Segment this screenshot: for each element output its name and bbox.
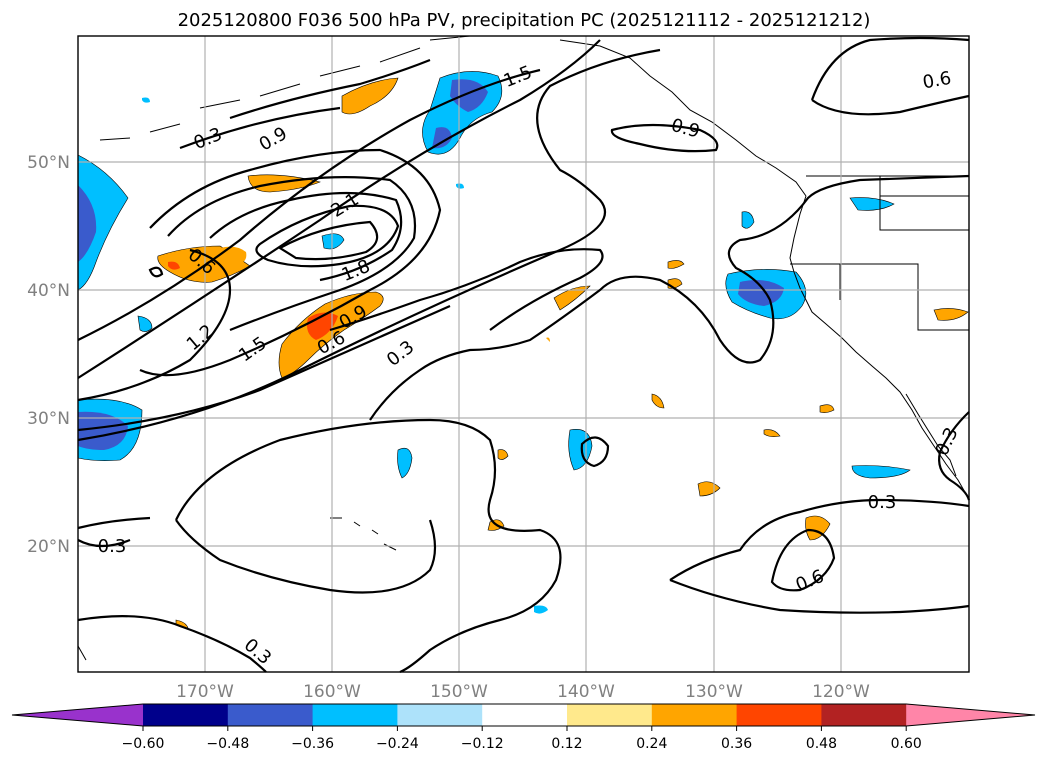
lon-label: 140°W xyxy=(557,682,615,702)
lon-label: 170°W xyxy=(176,682,234,702)
colorbar-tick-label: −0.12 xyxy=(461,736,504,752)
lat-label: 40°N xyxy=(27,281,70,301)
latitude-labels: 50°N 40°N 30°N 20°N xyxy=(27,153,70,557)
colorbar-segment xyxy=(143,704,229,726)
colorbar-tick-label: 0.12 xyxy=(551,736,582,752)
colorbar-segment xyxy=(821,704,907,726)
colorbar-tick-label: 0.48 xyxy=(806,736,837,752)
lat-label: 20°N xyxy=(27,537,70,557)
map-background xyxy=(78,36,969,672)
gridlines xyxy=(78,36,969,672)
contour-label: 0.3 xyxy=(98,536,127,557)
lon-label: 160°W xyxy=(303,682,361,702)
contour-label: 0.6 xyxy=(921,68,953,94)
longitude-labels: 170°W 160°W 150°W 140°W 130°W 120°W xyxy=(176,682,870,702)
lon-label: 130°W xyxy=(685,682,743,702)
colorbar-tick-label: −0.36 xyxy=(291,736,334,752)
figure-title: 2025120800 F036 500 hPa PV, precipitatio… xyxy=(178,10,871,31)
map-frame xyxy=(77,35,970,673)
colorbar-tick-label: 0.60 xyxy=(891,736,922,752)
lon-label: 120°W xyxy=(812,682,870,702)
lat-label: 50°N xyxy=(27,153,70,173)
colorbar-extend-high xyxy=(906,704,1035,726)
lon-label: 150°W xyxy=(430,682,488,702)
colorbar-tick-label: 0.24 xyxy=(636,736,667,752)
lat-label: 30°N xyxy=(27,409,70,429)
contour-label: 0.3 xyxy=(868,492,897,513)
precip-positive-areas xyxy=(157,77,969,629)
colorbar-tick-label: 0.36 xyxy=(721,736,752,752)
colorbar-segment xyxy=(736,704,822,726)
pv-contours xyxy=(77,36,971,674)
colorbar-segment xyxy=(651,704,738,726)
colorbar-segment xyxy=(312,704,398,726)
colorbar-extend-low xyxy=(12,704,143,726)
colorbar: −0.60 −0.48 −0.36 −0.24 −0.12 0.12 0.24 0.36 0.4… xyxy=(11,703,1036,752)
colorbar-segment xyxy=(227,704,314,726)
colorbar-segment xyxy=(397,704,483,726)
coastlines xyxy=(77,35,969,661)
colorbar-tick-label: −0.48 xyxy=(206,736,249,752)
map-panel: 0.3 0.9 1.5 0.6 0.9 2.1 0.6 1.8 1.2 1.5 … xyxy=(77,35,971,674)
colorbar-tick-label: −0.24 xyxy=(376,736,419,752)
colorbar-tick-label: −0.60 xyxy=(122,736,165,752)
colorbar-segment xyxy=(482,704,568,726)
colorbar-segment xyxy=(567,704,653,726)
